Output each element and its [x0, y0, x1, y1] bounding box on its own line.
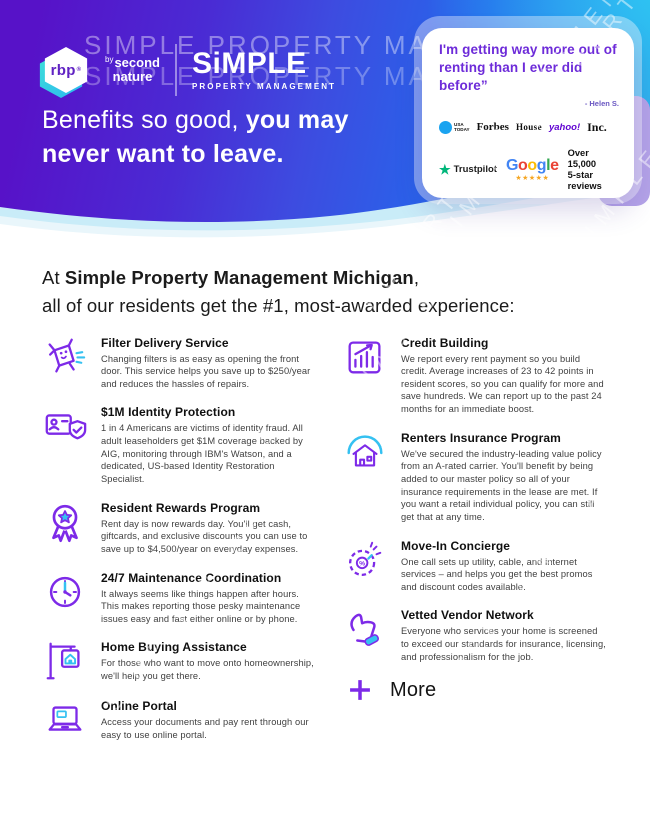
benefit-item: Home Buying Assistance For those who want… [42, 638, 314, 684]
benefit-title: Online Portal [101, 699, 177, 714]
trustpilot-logo: ★ Trustpilot [439, 162, 497, 178]
benefit-description: One call sets up utility, cable, and int… [401, 556, 593, 592]
chart-icon [342, 334, 388, 380]
reviews-count-text: Over 15,000 5-star reviews [567, 147, 602, 192]
benefit-title: 24/7 Maintenance Coordination [101, 570, 282, 585]
laptop-icon [42, 697, 88, 743]
simple-pm-wordmark: SiMPLE PROPERTY MANAGEMENT [191, 47, 337, 92]
benefit-title: Renters Insurance Program [401, 430, 561, 445]
logo-divider [174, 44, 177, 96]
benefit-title: $1M Identity Protection [101, 405, 236, 420]
intro-heading: At Simple Property Management Michigan, … [42, 267, 515, 316]
trustpilot-star-icon: ★ [439, 162, 451, 178]
svg-text:%: % [359, 560, 365, 567]
benefit-description: Rent day is now rewards day. You'll get … [101, 518, 308, 554]
filter-box-icon [42, 334, 88, 380]
google-reviews-logo: Google ★★★★★ [505, 156, 559, 182]
home-sign-icon [42, 638, 88, 684]
thumbs-up-icon [342, 606, 388, 652]
benefit-title: Move-In Concierge [401, 538, 511, 553]
usa-today-circle-icon [439, 120, 452, 134]
benefit-item: Filter Delivery Service Changing filters … [42, 334, 314, 391]
clock-icon [42, 569, 88, 615]
benefit-item: Credit Building We report every rent paym… [342, 334, 608, 416]
benefit-description: We report every rent payment so you buil… [401, 353, 604, 415]
brand-logo-row: rbp ® bysecond nature SiMPLE PROPERTY MAN… [39, 44, 337, 99]
benefits-column-left: Filter Delivery Service Changing filters … [42, 334, 314, 757]
yahoo-logo: yahoo! [548, 121, 581, 133]
inc-logo: Inc. [587, 119, 607, 134]
benefit-description: Everyone who services your home is scree… [401, 626, 606, 662]
benefits-column-right: Credit Building We report every rent paym… [342, 334, 608, 757]
hero-headline: Benefits so good, you may never want to … [42, 106, 349, 168]
wordmark-subtitle: PROPERTY MANAGEMENT [191, 82, 337, 91]
benefit-title: Credit Building [401, 335, 489, 350]
rbp-logo-text: rbp [50, 61, 76, 79]
dial-icon: % [342, 537, 388, 583]
house-arc-icon [342, 429, 388, 475]
benefit-title: Home Buying Assistance [101, 640, 247, 655]
wave-divider [0, 162, 650, 250]
testimonial-attribution: - Helen S. [584, 98, 619, 108]
reviews-row: ★ Trustpilot Google ★★★★★ Over 15,000 5-… [439, 148, 619, 193]
by-label: by [105, 55, 114, 65]
benefit-title: Vetted Vendor Network [401, 608, 534, 623]
benefit-item: Online Portal Access your documents and p… [42, 697, 314, 743]
second-nature-logo: bysecond nature [105, 55, 160, 84]
id-shield-icon [42, 403, 88, 449]
benefit-description: For those who want to move onto homeowne… [101, 658, 314, 682]
rbp-hexagon-logo: rbp ® [39, 46, 90, 99]
benefit-item: Vetted Vendor Network Everyone who servic… [342, 606, 608, 663]
benefit-description: Changing filters is as easy as opening t… [101, 353, 311, 389]
benefit-description: We've secured the industry-leading value… [401, 448, 602, 522]
forbes-logo: Forbes [476, 121, 509, 134]
benefit-item: Resident Rewards Program Rent day is now … [42, 499, 314, 556]
benefit-description: It always seems like things happen after… [101, 588, 301, 624]
google-wordmark: Google [505, 156, 559, 174]
registered-mark: ® [76, 67, 82, 73]
testimonial-card: I'm getting way more out of renting than… [422, 28, 634, 198]
benefit-title: Resident Rewards Program [101, 500, 261, 515]
google-stars: ★★★★★ [515, 174, 550, 182]
more-button[interactable]: More [346, 676, 608, 704]
benefit-description: 1 in 4 Americans are victims of identity… [101, 423, 303, 484]
more-label: More [390, 678, 437, 701]
award-ribbon-icon [42, 499, 88, 545]
plus-icon [346, 676, 374, 704]
benefit-item: Renters Insurance Program We've secured t… [342, 429, 608, 524]
hero-banner: SIMPLE PROPERTY MANAGEMENT SIMPLE PROPER… [0, 0, 650, 250]
benefit-description: Access your documents and pay rent throu… [101, 717, 309, 741]
benefit-title: Filter Delivery Service [101, 335, 229, 350]
benefit-item: % Move-In Concierge One call sets up utili… [342, 537, 608, 594]
testimonial-quote: I'm getting way more out of renting than… [439, 42, 617, 94]
benefits-grid: Filter Delivery Service Changing filters … [42, 334, 650, 757]
benefit-item: $1M Identity Protection 1 in 4 Americans … [42, 403, 314, 485]
media-logos-row: USA TODAY Forbes House yahoo! Inc. [439, 120, 619, 135]
wordmark-title: SiMPLE [191, 47, 307, 80]
usa-today-logo: USA TODAY [439, 120, 470, 134]
benefit-item: 24/7 Maintenance Coordination It always s… [42, 569, 314, 626]
house-beautiful-logo: House [515, 122, 542, 133]
